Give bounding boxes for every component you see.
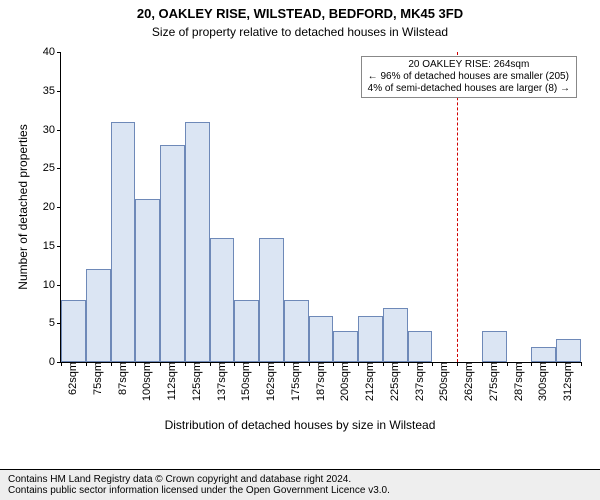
x-tick-label: 87sqm	[111, 362, 129, 395]
annotation-line: 4% of semi-detached houses are larger (8…	[368, 83, 570, 95]
x-tick-label: 312sqm	[556, 362, 574, 401]
y-tick-mark	[57, 91, 61, 92]
annotation-box: 20 OAKLEY RISE: 264sqm← 96% of detached …	[361, 56, 577, 98]
x-tick-label: 250sqm	[432, 362, 450, 401]
footer: Contains HM Land Registry data © Crown c…	[0, 469, 600, 500]
x-tick-label: 225sqm	[383, 362, 401, 401]
x-tick-label: 175sqm	[284, 362, 302, 401]
x-tick-label: 212sqm	[358, 362, 376, 401]
histogram-bar	[358, 316, 383, 363]
annotation-line: 20 OAKLEY RISE: 264sqm	[368, 59, 570, 71]
x-tick-label: 287sqm	[507, 362, 525, 401]
histogram-bar	[61, 300, 86, 362]
histogram-bar	[284, 300, 309, 362]
x-tick-label: 62sqm	[61, 362, 79, 395]
chart-container: 20, OAKLEY RISE, WILSTEAD, BEDFORD, MK45…	[0, 0, 600, 500]
x-tick-label: 275sqm	[482, 362, 500, 401]
histogram-bar	[482, 331, 507, 362]
histogram-bar	[408, 331, 433, 362]
histogram-bar	[135, 199, 160, 362]
x-axis-label: Distribution of detached houses by size …	[0, 418, 600, 432]
histogram-bar	[309, 316, 334, 363]
x-tick-label: 262sqm	[457, 362, 475, 401]
histogram-bar	[86, 269, 111, 362]
histogram-bar	[259, 238, 284, 362]
x-tick-label: 137sqm	[210, 362, 228, 401]
histogram-bar	[234, 300, 259, 362]
y-tick-mark	[57, 130, 61, 131]
footer-line-1: Contains HM Land Registry data © Crown c…	[8, 474, 592, 485]
y-tick-mark	[57, 207, 61, 208]
histogram-bar	[333, 331, 358, 362]
histogram-bar	[210, 238, 235, 362]
y-tick-mark	[57, 52, 61, 53]
histogram-bar	[383, 308, 408, 362]
histogram-bar	[531, 347, 556, 363]
x-tick-mark	[581, 362, 582, 366]
annotation-line: ← 96% of detached houses are smaller (20…	[368, 71, 570, 83]
marker-line	[457, 52, 458, 362]
x-tick-label: 237sqm	[408, 362, 426, 401]
histogram-bar	[111, 122, 136, 362]
x-tick-label: 150sqm	[234, 362, 252, 401]
x-tick-label: 75sqm	[86, 362, 104, 395]
x-tick-label: 200sqm	[333, 362, 351, 401]
histogram-bar	[185, 122, 210, 362]
y-axis-label: Number of detached properties	[16, 52, 30, 362]
plot-area: 051015202530354062sqm75sqm87sqm100sqm112…	[60, 52, 581, 363]
y-tick-mark	[57, 285, 61, 286]
y-tick-mark	[57, 246, 61, 247]
x-tick-label: 187sqm	[309, 362, 327, 401]
x-tick-label: 100sqm	[135, 362, 153, 401]
chart-title: 20, OAKLEY RISE, WILSTEAD, BEDFORD, MK45…	[0, 6, 600, 21]
x-tick-label: 112sqm	[160, 362, 178, 400]
y-tick-mark	[57, 168, 61, 169]
x-tick-label: 300sqm	[531, 362, 549, 401]
histogram-bar	[160, 145, 185, 362]
histogram-bar	[556, 339, 581, 362]
chart-subtitle: Size of property relative to detached ho…	[0, 25, 600, 39]
footer-line-2: Contains public sector information licen…	[8, 485, 592, 496]
x-tick-label: 125sqm	[185, 362, 203, 401]
x-tick-label: 162sqm	[259, 362, 277, 401]
